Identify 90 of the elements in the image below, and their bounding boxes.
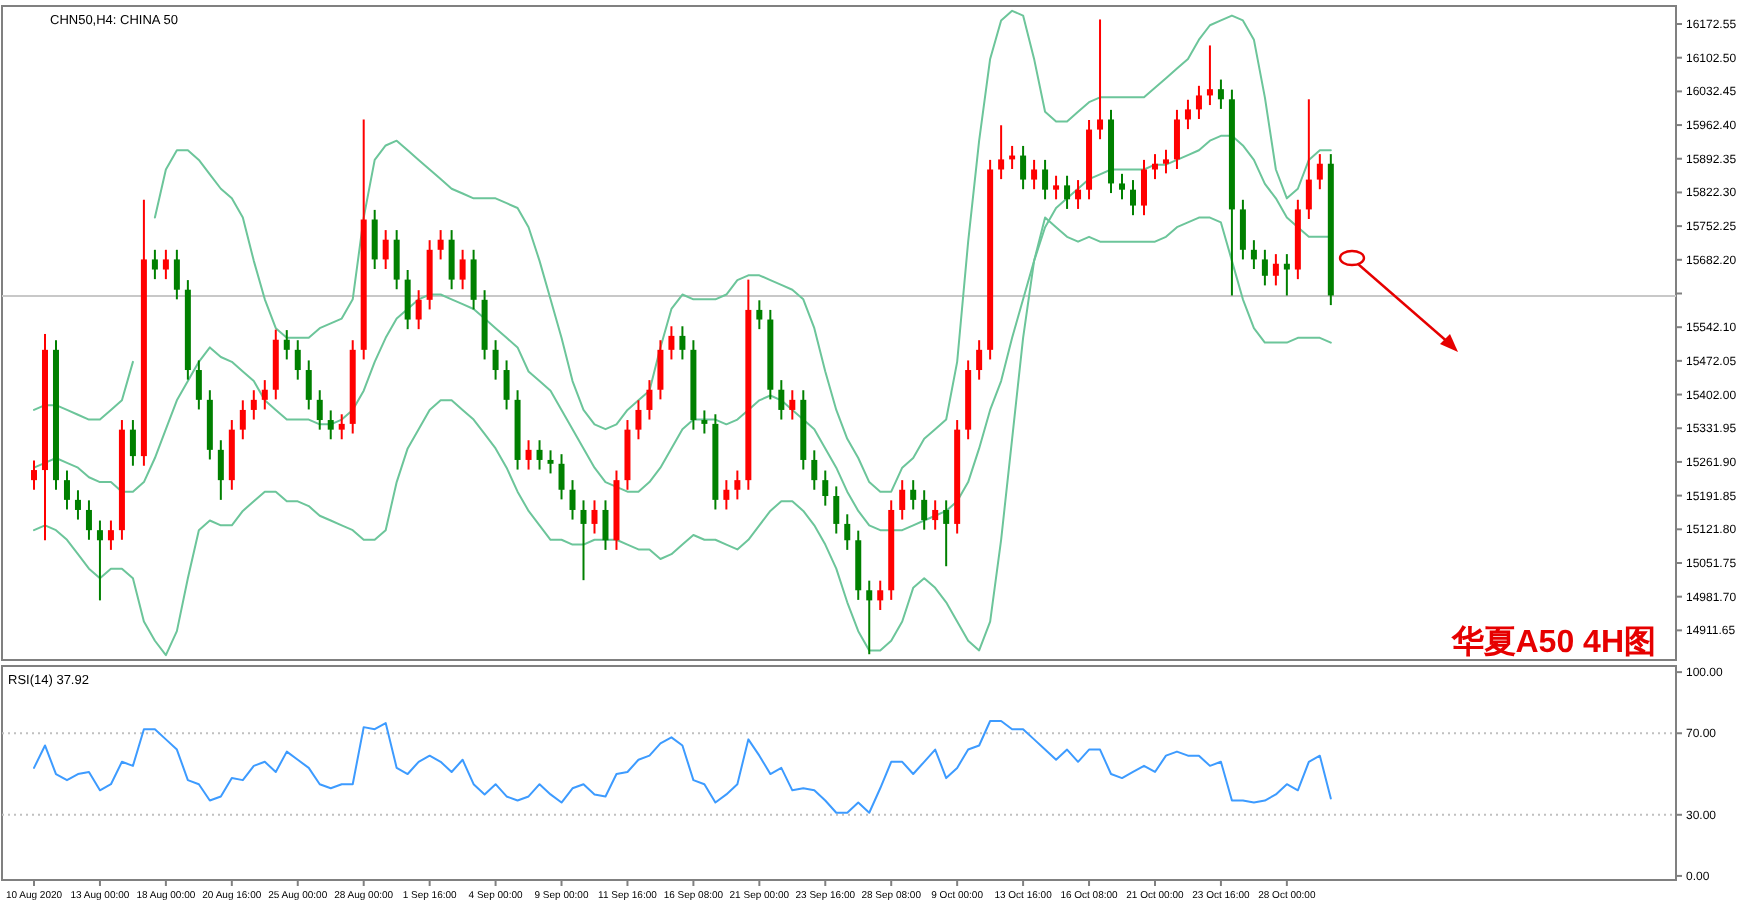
- candlestick: [316, 389, 323, 431]
- candlestick: [1261, 248, 1268, 287]
- candlestick: [778, 379, 785, 421]
- candlestick: [404, 269, 411, 331]
- candlestick: [74, 489, 81, 521]
- candlestick: [1173, 108, 1180, 171]
- candlestick: [371, 208, 378, 271]
- candlestick: [833, 485, 840, 535]
- candlestick: [459, 248, 466, 291]
- candlestick: [31, 459, 37, 491]
- candlestick: [1151, 153, 1158, 181]
- candlestick: [85, 499, 92, 541]
- candlestick: [998, 124, 1005, 181]
- candlestick: [1217, 78, 1224, 110]
- candlestick: [866, 579, 873, 656]
- candlestick: [756, 299, 763, 331]
- candlestick: [338, 413, 345, 441]
- candlestick: [1053, 174, 1060, 201]
- candlestick: [1195, 84, 1202, 121]
- candlestick: [536, 439, 543, 471]
- candlestick: [437, 229, 444, 261]
- candlestick: [701, 409, 708, 435]
- candlestick: [789, 389, 796, 421]
- candlestick: [723, 479, 730, 511]
- text: 华夏A50 4H图: [1449, 624, 1656, 660]
- candlestick: [646, 379, 653, 421]
- candlestick: [448, 229, 455, 291]
- candlestick: [239, 399, 246, 441]
- candlestick: [162, 248, 169, 281]
- candlestick: [525, 439, 532, 471]
- candlestick: [679, 325, 686, 361]
- candlestick: [899, 479, 906, 521]
- candlestick: [976, 339, 983, 381]
- candlestick: [503, 359, 510, 411]
- candlestick: [1250, 239, 1257, 271]
- candlestick: [129, 419, 136, 467]
- candlestick: [910, 479, 917, 511]
- candlestick: [393, 229, 400, 291]
- candlestick: [1184, 98, 1191, 131]
- candlestick: [1316, 153, 1323, 191]
- candlestick: [1162, 148, 1169, 175]
- candlestick: [195, 359, 202, 411]
- candlestick: [492, 339, 499, 381]
- candlestick: [580, 499, 587, 582]
- candlestick: [1283, 253, 1290, 297]
- candlestick: [63, 469, 70, 511]
- candlestick: [547, 449, 554, 475]
- candlestick: [250, 389, 257, 421]
- candlestick: [822, 469, 829, 507]
- candlestick: [327, 409, 334, 441]
- candlestick: [1031, 158, 1038, 191]
- candlestick: [1239, 198, 1246, 261]
- candlestick: [1305, 98, 1312, 221]
- candlestick: [668, 325, 675, 361]
- candlestick: [1119, 172, 1126, 201]
- candlestick: [1020, 144, 1027, 191]
- candlestick: [305, 359, 312, 411]
- candlestick: [415, 289, 422, 331]
- candlestick: [261, 379, 268, 411]
- candlestick: [1075, 179, 1082, 210]
- candlestick: [173, 248, 180, 301]
- candlestick: [943, 499, 950, 568]
- candlestick: [558, 453, 565, 501]
- candlestick: [1206, 44, 1213, 107]
- candlestick: [877, 579, 884, 611]
- candlestick: [811, 449, 818, 491]
- candlestick: [283, 329, 290, 361]
- candlestick: [382, 229, 389, 271]
- candlestick: [921, 489, 928, 531]
- candlestick: [569, 479, 576, 521]
- candlestick: [96, 519, 103, 602]
- candlestick: [734, 469, 741, 501]
- candlestick: [1130, 179, 1136, 217]
- candlestick: [217, 439, 224, 501]
- line-series: [33, 720, 1332, 814]
- candlestick: [1097, 18, 1104, 141]
- candlestick: [1272, 253, 1279, 287]
- candlestick: [602, 499, 609, 551]
- candlestick: [844, 513, 851, 551]
- candlestick: [657, 339, 664, 401]
- candlestick: [107, 519, 114, 551]
- candlestick: [1140, 158, 1147, 217]
- candlestick: [294, 339, 301, 381]
- candlestick: [932, 499, 939, 531]
- candlestick: [635, 399, 642, 441]
- candlestick: [470, 248, 477, 311]
- candlestick: [591, 499, 598, 535]
- candlestick: [1064, 174, 1071, 210]
- candlestick: [1042, 158, 1049, 201]
- candlestick: [151, 248, 158, 281]
